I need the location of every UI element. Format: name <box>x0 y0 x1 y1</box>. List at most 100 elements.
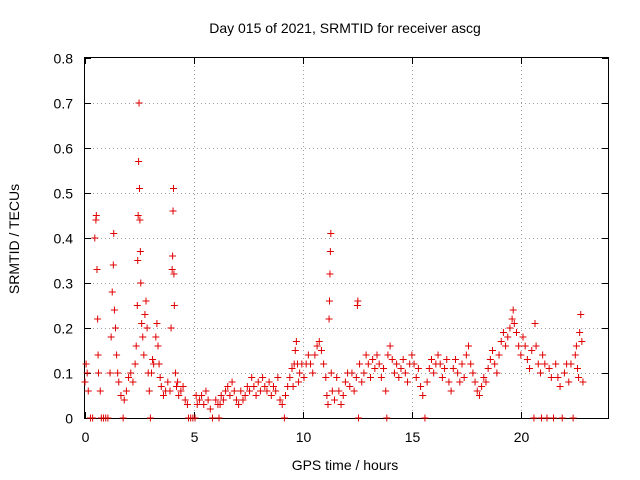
data-point <box>323 392 331 399</box>
data-point <box>358 378 366 386</box>
data-point <box>133 302 141 309</box>
data-point <box>335 387 343 395</box>
data-point <box>120 396 128 404</box>
data-point <box>366 374 374 381</box>
data-point <box>170 270 178 278</box>
data-point <box>212 396 220 404</box>
data-point <box>451 356 459 363</box>
data-point <box>447 387 455 395</box>
data-point <box>224 383 232 390</box>
data-point <box>91 234 99 242</box>
data-point <box>572 342 580 350</box>
data-point <box>106 369 114 377</box>
data-point <box>81 378 89 386</box>
data-point <box>414 365 422 372</box>
data-point <box>383 414 391 422</box>
data-point <box>482 378 490 386</box>
data-point <box>82 360 90 368</box>
data-point <box>175 392 183 399</box>
data-point <box>339 392 347 399</box>
data-point <box>462 351 470 359</box>
data-point <box>436 360 444 368</box>
data-point <box>346 383 354 390</box>
data-point <box>141 311 149 318</box>
data-point <box>438 374 446 381</box>
data-point <box>252 392 260 399</box>
data-point <box>164 378 172 386</box>
data-point <box>578 338 586 345</box>
data-point <box>458 360 466 368</box>
data-point <box>140 351 148 359</box>
data-point <box>119 414 127 422</box>
data-point <box>292 338 300 345</box>
data-point <box>269 383 277 390</box>
data-point <box>360 369 368 377</box>
data-point <box>569 414 577 422</box>
data-point <box>107 333 115 341</box>
data-point <box>215 414 223 422</box>
data-point <box>326 248 334 255</box>
data-point <box>327 230 335 237</box>
data-point <box>217 392 225 399</box>
data-point <box>261 383 269 390</box>
data-point <box>395 374 403 381</box>
data-point <box>327 369 335 377</box>
data-point <box>526 365 534 372</box>
data-point <box>523 356 531 363</box>
data-point <box>354 297 362 305</box>
data-point <box>295 378 303 386</box>
data-point <box>356 360 364 368</box>
data-point <box>419 392 427 399</box>
data-point <box>159 392 167 399</box>
data-point <box>228 378 236 386</box>
data-point <box>509 306 517 314</box>
data-point <box>202 387 210 395</box>
data-point <box>534 360 542 368</box>
data-point <box>508 315 516 323</box>
data-point <box>324 401 332 408</box>
data-point <box>226 392 234 399</box>
data-point <box>307 360 315 368</box>
data-point <box>573 365 581 372</box>
data-point <box>478 383 486 390</box>
data-point <box>377 374 385 381</box>
data-point <box>495 351 503 359</box>
data-point <box>177 387 185 395</box>
data-point <box>473 387 481 395</box>
data-point <box>278 401 286 408</box>
data-point <box>386 342 394 350</box>
data-point <box>493 369 501 377</box>
data-point <box>198 392 206 399</box>
data-point <box>95 369 103 377</box>
y-tick-label: 0.2 <box>54 321 74 337</box>
data-point <box>135 99 143 107</box>
data-point <box>512 329 520 336</box>
data-point <box>136 248 144 255</box>
data-point <box>200 401 208 408</box>
data-point <box>169 252 177 260</box>
data-point <box>127 369 135 377</box>
data-point <box>110 306 118 314</box>
data-point <box>315 338 323 345</box>
data-point <box>239 396 247 404</box>
data-point <box>248 374 256 381</box>
data-point <box>286 374 294 381</box>
data-point <box>167 324 175 332</box>
data-point <box>530 414 538 422</box>
data-point <box>171 369 179 377</box>
data-point <box>475 392 483 399</box>
data-point <box>137 279 145 287</box>
data-point <box>371 365 379 372</box>
data-point <box>243 383 251 390</box>
data-point <box>195 396 203 404</box>
data-point <box>241 392 249 399</box>
data-point <box>296 369 304 377</box>
y-tick-label: 0.4 <box>54 231 74 247</box>
data-point <box>499 329 507 336</box>
data-point <box>388 356 396 363</box>
data-point <box>254 378 262 386</box>
data-point <box>142 297 150 305</box>
data-point <box>222 387 230 395</box>
data-point <box>146 414 154 422</box>
data-point <box>289 383 297 390</box>
